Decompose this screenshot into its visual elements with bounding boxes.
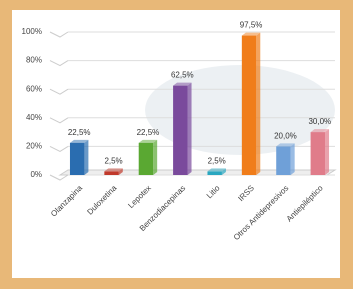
value-label: 22,5% [137,128,160,137]
bar [104,171,118,175]
bar [207,171,221,175]
bar-side [325,129,329,175]
y-tick-label: 20% [26,142,42,151]
page: {"chart_data": {"type": "bar3d", "catego… [0,0,353,289]
y-tick-label: 100% [22,27,42,36]
bar-side [291,143,295,175]
bar [139,143,153,175]
value-label: 20,0% [274,132,297,141]
value-label: 2,5% [208,157,226,166]
bar [173,86,187,175]
bar [276,146,290,175]
bar-side [153,140,157,175]
bar-side [256,33,260,175]
bar-side [188,83,192,175]
value-label: 2,5% [104,157,122,166]
y-tick-label: 80% [26,56,42,65]
bar [311,132,325,175]
value-label: 30,0% [308,117,331,126]
y-tick-label: 40% [26,113,42,122]
bar [242,36,256,175]
value-label: 22,5% [68,128,91,137]
bar-side [84,140,88,175]
value-label: 62,5% [171,71,194,80]
value-label: 97,5% [240,21,263,30]
y-tick-label: 60% [26,84,42,93]
chart: 0%20%40%60%80%100%Olanzapina22,5%Duloxet… [0,0,353,289]
bar [70,143,84,175]
y-tick-label: 0% [30,170,42,179]
